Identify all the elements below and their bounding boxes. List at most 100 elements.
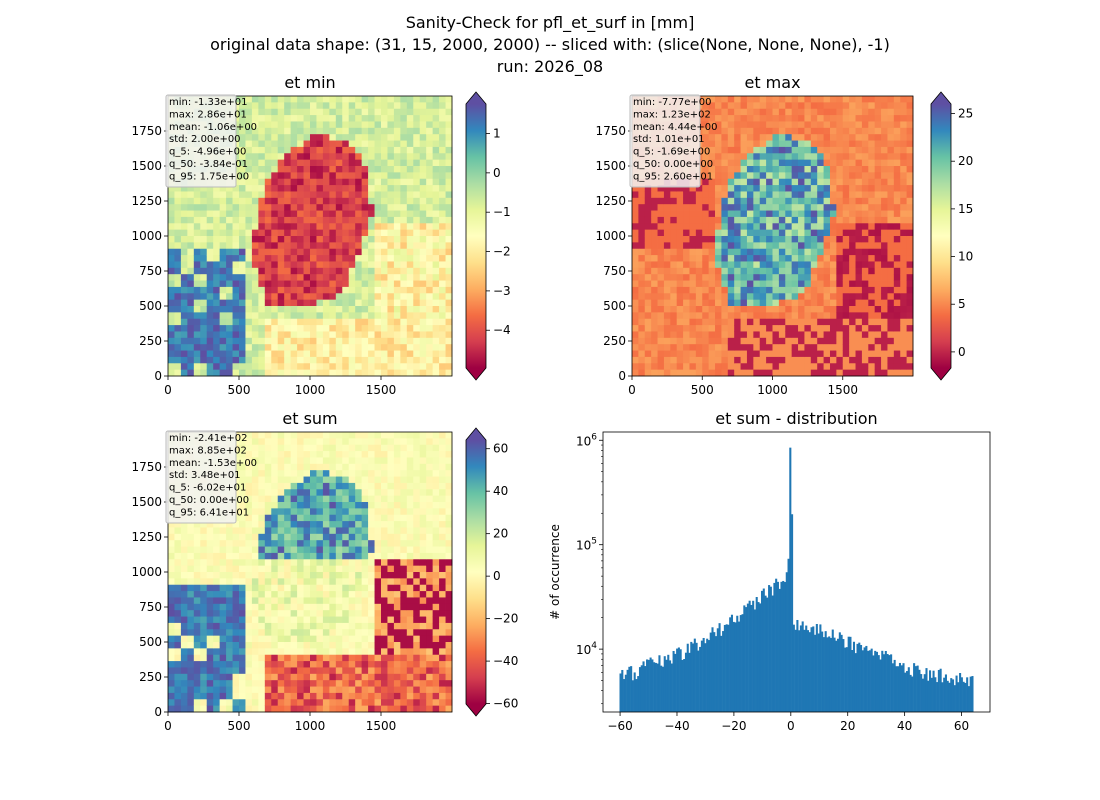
- heatmap-cell: [829, 216, 837, 224]
- heatmap-cell: [219, 216, 227, 224]
- heatmap-cell: [419, 261, 427, 269]
- heatmap-cell: [887, 331, 895, 339]
- heatmap-cell: [400, 312, 408, 320]
- heatmap-cell: [303, 603, 311, 611]
- heatmap-cell: [683, 325, 690, 332]
- heatmap-cell: [817, 293, 824, 301]
- heatmap-cell: [823, 197, 831, 205]
- heatmap-cell: [689, 350, 697, 358]
- heatmap-cell: [245, 236, 253, 243]
- heatmap-cell: [683, 344, 690, 351]
- heatmap-cell: [329, 261, 337, 269]
- heatmap-cell: [245, 603, 253, 611]
- heatmap-cell: [772, 280, 780, 288]
- heatmap-cell: [180, 191, 188, 199]
- heatmap-cell: [310, 591, 317, 598]
- heatmap-cell: [258, 482, 266, 490]
- heatmap-cell: [361, 229, 369, 237]
- heatmap-cell: [721, 293, 729, 301]
- heatmap-cell: [226, 216, 233, 224]
- heatmap-cell: [329, 299, 337, 307]
- heatmap-cell: [335, 210, 343, 218]
- heatmap-cell: [193, 680, 201, 687]
- heatmap-cell: [297, 337, 304, 345]
- heatmap-cell: [868, 102, 876, 110]
- heatmap-cell: [734, 248, 741, 256]
- heatmap-cell: [193, 223, 201, 231]
- heatmap-cell: [638, 306, 646, 313]
- heatmap-cell: [348, 248, 356, 256]
- heatmap-cell: [445, 312, 453, 320]
- heatmap-cell: [900, 286, 908, 294]
- stats-line: std: 1.01e+01: [633, 134, 705, 145]
- heatmap-cell: [284, 134, 292, 141]
- heatmap-cell: [823, 267, 831, 275]
- heatmap-cell: [439, 229, 446, 237]
- heatmap-cell: [180, 527, 188, 535]
- heatmap-cell: [695, 299, 703, 307]
- colorbar-gradient: [466, 104, 486, 368]
- heatmap-cell: [381, 280, 388, 288]
- heatmap-cell: [277, 280, 285, 288]
- heatmap-cell: [251, 140, 259, 148]
- heatmap-cell: [277, 185, 285, 192]
- heatmap-cell: [355, 236, 363, 243]
- heatmap-cell: [297, 102, 304, 110]
- heatmap-cell: [342, 267, 350, 275]
- heatmap-cell: [861, 261, 869, 269]
- heatmap-cell: [251, 344, 259, 351]
- heatmap-cell: [670, 280, 678, 288]
- heatmap-cell: [638, 223, 646, 231]
- heatmap-cell: [219, 578, 227, 586]
- heatmap-cell: [829, 350, 837, 358]
- heatmap-cell: [277, 432, 285, 439]
- heatmap-cell: [900, 280, 908, 288]
- heatmap-cell: [849, 255, 856, 262]
- heatmap-cell: [258, 444, 266, 452]
- heatmap-cell: [638, 350, 646, 358]
- heatmap-cell: [663, 236, 671, 243]
- heatmap-cell: [168, 337, 175, 345]
- heatmap-cell: [746, 331, 754, 339]
- heatmap-cell: [277, 293, 285, 301]
- heatmap-cell: [303, 610, 311, 617]
- heatmap-cell: [174, 572, 182, 579]
- heatmap-cell: [290, 331, 298, 339]
- heatmap-cell: [638, 356, 646, 364]
- heatmap-cell: [810, 306, 818, 313]
- y-tick-label: 1000: [131, 229, 162, 243]
- heatmap-cell: [264, 432, 272, 439]
- heatmap-cell: [271, 559, 279, 567]
- heatmap-cell: [823, 172, 831, 180]
- heatmap-cell: [759, 331, 767, 339]
- heatmap-cell: [368, 369, 375, 377]
- heatmap-cell: [381, 178, 388, 186]
- heatmap-cell: [264, 146, 272, 154]
- heatmap-cell: [842, 274, 850, 281]
- heatmap-cell: [406, 267, 414, 275]
- heatmap-cell: [906, 121, 914, 129]
- heatmap-cell: [168, 229, 175, 237]
- heatmap-cell: [361, 312, 369, 320]
- heatmap-cell: [753, 229, 761, 237]
- heatmap-cell: [342, 159, 350, 167]
- heatmap-cell: [406, 102, 414, 110]
- heatmap-cell: [798, 337, 805, 345]
- heatmap-cell: [632, 248, 639, 256]
- heatmap-cell: [727, 223, 735, 231]
- heatmap-cell: [245, 667, 253, 675]
- heatmap-cell: [322, 325, 330, 332]
- heatmap-cell: [798, 312, 805, 320]
- heatmap-cell: [290, 286, 298, 294]
- heatmap-cell: [778, 178, 786, 186]
- heatmap-cell: [746, 248, 754, 256]
- heatmap-cell: [791, 242, 799, 250]
- heatmap-cell: [900, 312, 908, 320]
- heatmap-cell: [791, 172, 799, 180]
- heatmap-cell: [406, 96, 414, 103]
- heatmap-cell: [663, 356, 671, 364]
- heatmap-cell: [355, 363, 363, 371]
- heatmap-cell: [303, 642, 311, 649]
- heatmap-cell: [715, 159, 722, 167]
